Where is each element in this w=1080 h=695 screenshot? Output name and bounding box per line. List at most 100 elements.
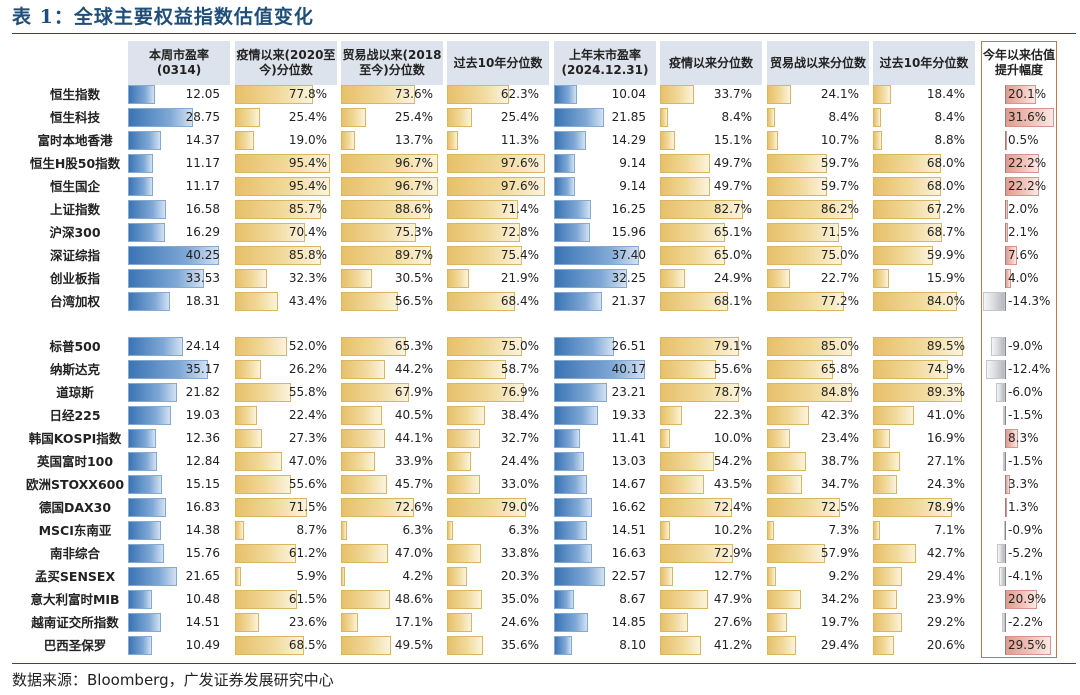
value-pct_trade: 65.3% [394, 339, 433, 353]
cell-pe_ye: 15.96 [554, 222, 656, 243]
value-pct_trade: 4.2% [402, 569, 434, 583]
value-pct_10y: 33.0% [500, 477, 539, 491]
value-pe_ye: 16.25 [611, 202, 646, 216]
value-ytd_change: 20.9% [1008, 592, 1047, 606]
value-pct_trade_ye: 10.7% [820, 133, 859, 147]
row-name: MSCI东南亚 [38, 523, 112, 538]
value-pe_ye: 10.04 [611, 87, 646, 101]
value-pe_now: 16.58 [185, 202, 220, 216]
value-pct_10y_ye: 89.5% [926, 339, 965, 353]
cell-pct_covid: 71.5% [235, 497, 337, 518]
cell-pct_trade_ye: 77.2% [767, 291, 869, 312]
cell-pct_10y_ye: 41.0% [873, 405, 975, 426]
value-pct_10y: 20.3% [500, 569, 539, 583]
bar-pct_10y_ye [873, 590, 897, 609]
bar-pct_covid [235, 360, 262, 379]
cell-pct_trade: 30.5% [341, 268, 443, 289]
cell-pct_trade_ye: 24.1% [767, 84, 869, 105]
value-pct_10y_ye: 41.0% [926, 408, 965, 422]
row-name: 日经225 [49, 408, 101, 423]
value-pct_trade_ye: 59.7% [820, 179, 859, 193]
cell-ytd_change: 4.0% [983, 268, 1055, 289]
value-pct_covid_ye: 82.7% [713, 202, 752, 216]
value-pe_ye: 14.51 [611, 523, 646, 537]
value-pct_covid: 71.5% [288, 500, 327, 514]
value-pe_ye: 16.63 [611, 546, 646, 560]
cell-pe_ye: 23.21 [554, 382, 656, 403]
value-pe_now: 16.83 [185, 500, 220, 514]
value-pe_now: 14.37 [185, 133, 220, 147]
bar-pe_ye [554, 223, 591, 242]
bar-pct_trade [341, 246, 431, 265]
cell-pct_10y_ye: 29.2% [873, 612, 975, 633]
cell-pct_10y: 97.6% [447, 176, 549, 197]
value-pct_trade: 88.6% [394, 202, 433, 216]
value-pct_covid: 23.6% [288, 615, 327, 629]
cell-ytd_change: -9.0% [983, 336, 1055, 357]
cell-pct_10y_ye: 16.9% [873, 428, 975, 449]
value-ytd_change: -1.5% [1008, 454, 1043, 468]
bar-pe_ye [554, 475, 588, 494]
bar-pct_covid_ye [660, 452, 715, 471]
value-pct_covid_ye: 24.9% [713, 271, 752, 285]
value-pct_covid_ye: 41.2% [713, 638, 752, 652]
zero-axis [1005, 223, 1006, 242]
cell-pe_now: 19.03 [128, 405, 230, 426]
cell-pct_10y: 20.3% [447, 566, 549, 587]
bar-pe_ye [554, 636, 573, 655]
value-pct_covid: 61.2% [288, 546, 327, 560]
value-pe_now: 21.65 [185, 569, 220, 583]
cell-ytd_change: -1.5% [983, 405, 1055, 426]
value-pct_trade: 33.9% [394, 454, 433, 468]
bar-pct_10y [447, 292, 516, 311]
value-pct_covid_ye: 10.0% [713, 431, 752, 445]
cell-pct_10y: 62.3% [447, 84, 549, 105]
bar-pct_covid_ye [660, 108, 669, 127]
cell-pct_trade: 67.9% [341, 382, 443, 403]
cell-pct_trade: 44.1% [341, 428, 443, 449]
cell-pct_covid: 61.2% [235, 543, 337, 564]
value-pct_trade: 40.5% [394, 408, 433, 422]
value-pct_covid_ye: 54.2% [713, 454, 752, 468]
value-pct_covid_ye: 72.9% [713, 546, 752, 560]
bar-ytd_change [998, 567, 1005, 586]
bar-pct_trade_ye [767, 85, 792, 104]
cell-pe_ye: 21.85 [554, 107, 656, 128]
cell-pct_covid_ye: 49.7% [660, 176, 762, 197]
bar-pct_trade [341, 269, 372, 288]
bar-pct_trade [341, 636, 391, 655]
cell-pct_10y: 79.0% [447, 497, 549, 518]
cell-pct_trade_ye: 75.0% [767, 245, 869, 266]
cell-pct_10y: 38.4% [447, 405, 549, 426]
value-pct_covid: 43.4% [288, 294, 327, 308]
bar-pe_ye [554, 406, 598, 425]
value-pct_covid: 70.4% [288, 225, 327, 239]
cell-pct_covid: 43.4% [235, 291, 337, 312]
cell-pct_10y: 35.6% [447, 635, 549, 656]
bar-pe_ye [554, 131, 587, 150]
bar-pct_covid [235, 223, 306, 242]
value-pct_trade: 73.6% [394, 87, 433, 101]
cell-pe_now: 14.38 [128, 520, 230, 541]
row-name: 英国富时100 [36, 454, 114, 469]
cell-pct_covid: 61.5% [235, 589, 337, 610]
bar-pct_trade [341, 292, 398, 311]
value-pct_covid: 8.7% [296, 523, 328, 537]
value-pct_trade: 25.4% [394, 110, 433, 124]
cell-pct_trade: 40.5% [341, 405, 443, 426]
bar-ytd_change [985, 360, 1005, 379]
bar-pct_trade [341, 613, 359, 632]
value-pe_ye: 23.21 [611, 385, 646, 399]
bar-pct_covid [235, 269, 268, 288]
bar-pct_10y_ye [873, 337, 963, 356]
bar-pct_trade_ye [767, 269, 790, 288]
value-pe_ye: 40.17 [611, 362, 646, 376]
bar-pct_trade [341, 429, 386, 448]
bar-pe_now [128, 406, 172, 425]
cell-pct_covid_ye: 24.9% [660, 268, 762, 289]
cell-pe_now: 35.17 [128, 359, 230, 380]
zero-axis [1005, 131, 1006, 150]
cell-pct_trade_ye: 57.9% [767, 543, 869, 564]
cell-pct_covid: 8.7% [235, 520, 337, 541]
bar-pe_ye [554, 429, 580, 448]
